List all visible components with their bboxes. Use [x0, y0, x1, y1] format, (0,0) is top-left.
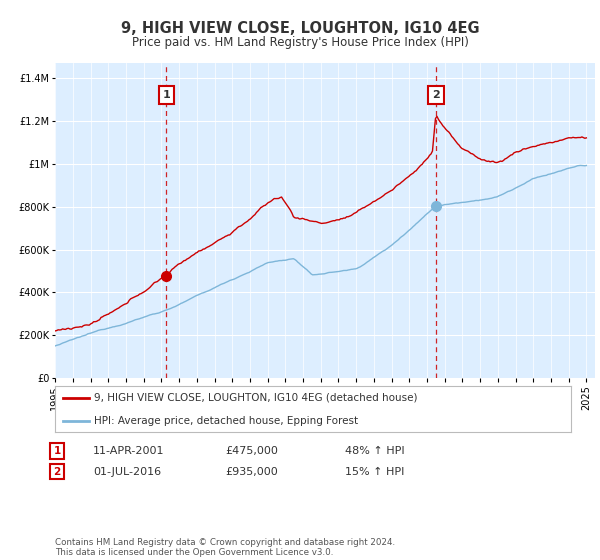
Text: 1: 1	[163, 90, 170, 100]
Text: 2: 2	[53, 466, 61, 477]
Text: 2: 2	[432, 90, 440, 100]
Text: Contains HM Land Registry data © Crown copyright and database right 2024.
This d: Contains HM Land Registry data © Crown c…	[55, 538, 395, 557]
Text: HPI: Average price, detached house, Epping Forest: HPI: Average price, detached house, Eppi…	[94, 416, 358, 426]
Text: 1: 1	[53, 446, 61, 456]
Text: £475,000: £475,000	[225, 446, 278, 456]
Text: 9, HIGH VIEW CLOSE, LOUGHTON, IG10 4EG (detached house): 9, HIGH VIEW CLOSE, LOUGHTON, IG10 4EG (…	[94, 393, 418, 403]
Text: 9, HIGH VIEW CLOSE, LOUGHTON, IG10 4EG: 9, HIGH VIEW CLOSE, LOUGHTON, IG10 4EG	[121, 21, 479, 36]
Text: £935,000: £935,000	[225, 466, 278, 477]
Text: 01-JUL-2016: 01-JUL-2016	[93, 466, 161, 477]
Text: 11-APR-2001: 11-APR-2001	[93, 446, 164, 456]
Text: Price paid vs. HM Land Registry's House Price Index (HPI): Price paid vs. HM Land Registry's House …	[131, 36, 469, 49]
Text: 15% ↑ HPI: 15% ↑ HPI	[345, 466, 404, 477]
Text: 48% ↑ HPI: 48% ↑ HPI	[345, 446, 404, 456]
